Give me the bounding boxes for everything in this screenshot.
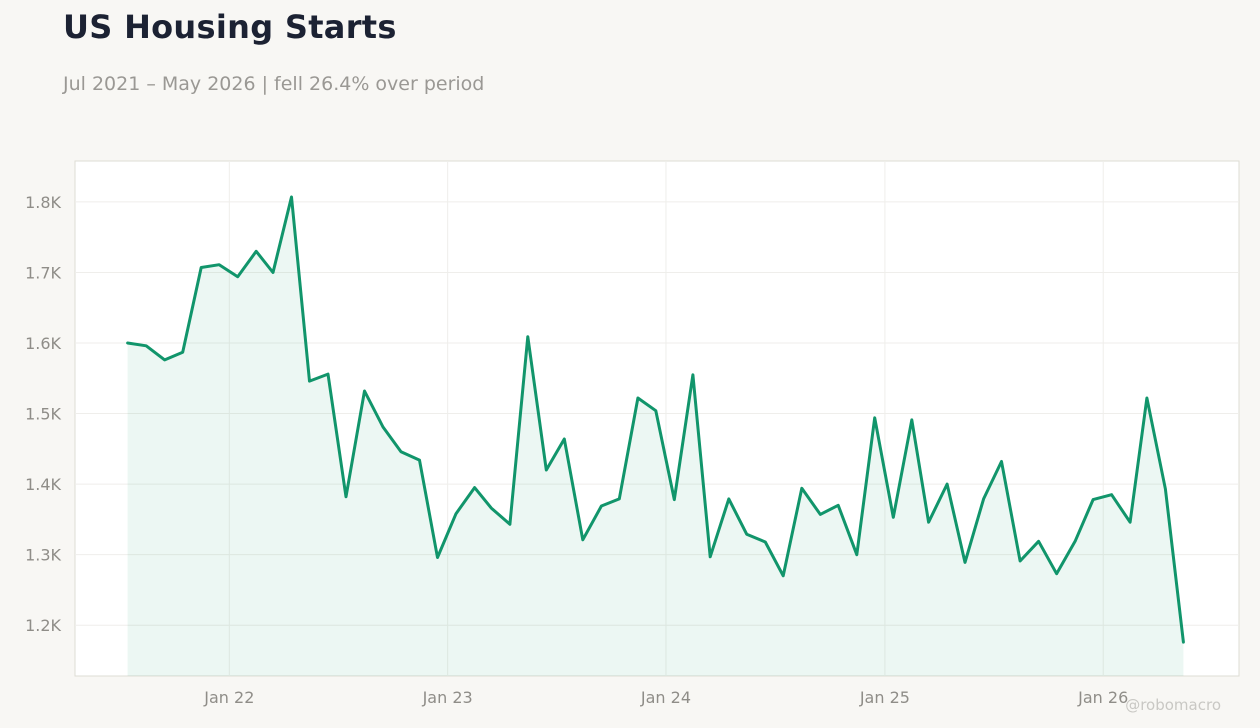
- x-tick-label: Jan 24: [640, 688, 691, 707]
- x-tick-label: Jan 26: [1077, 688, 1128, 707]
- data-point: 2022-08: 1532: [362, 388, 368, 394]
- data-point: 2021-12: 1711: [216, 262, 222, 268]
- data-point: 2024-04: 1379: [726, 496, 732, 502]
- data-point: 2024-01: 1378: [671, 497, 677, 503]
- data-point: 2024-10: 1370: [835, 502, 841, 508]
- data-point: 2026-01: 1385: [1109, 492, 1115, 498]
- data-point: 2024-08: 1394: [799, 485, 805, 491]
- data-point: 2022-10: 1446: [398, 449, 404, 455]
- data-point: 2022-07: 1382: [343, 494, 349, 500]
- data-point: 2023-10: 1379: [616, 496, 622, 502]
- data-point: 2023-12: 1504: [653, 408, 659, 414]
- data-point: 2022-01: 1694: [235, 274, 241, 280]
- data-point: 2023-04: 1343: [507, 521, 513, 527]
- data-point: 2022-06: 1556: [325, 371, 331, 377]
- data-point: 2024-02: 1555: [690, 372, 696, 378]
- data-point: 2025-12: 1378: [1090, 497, 1096, 503]
- data-point: 2022-09: 1481: [380, 424, 386, 430]
- series-line: [126, 195, 1185, 644]
- y-tick-label: 1.3K: [25, 546, 61, 565]
- y-tick-label: 1.5K: [25, 405, 61, 424]
- data-point: 2023-07: 1464: [561, 436, 567, 442]
- data-point: 2026-02: 1346: [1127, 519, 1133, 525]
- x-tick-label: Jan 23: [422, 688, 473, 707]
- data-point: 2025-07: 1432: [999, 459, 1005, 465]
- y-tick-label: 1.6K: [25, 334, 61, 353]
- x-tick-label: Jan 22: [203, 688, 254, 707]
- data-point: 2025-11: 1319: [1072, 538, 1078, 544]
- axes: 1.2K 1.3K 1.4K 1.5K 1.6K 1.7K 1.8K Jan 22 Jan 23…: [25, 193, 1128, 707]
- data-point: 2025-09: 1319: [1036, 538, 1042, 544]
- data-point: 2025-08: 1291: [1017, 558, 1023, 564]
- data-point: 2025-10: 1273: [1054, 571, 1060, 577]
- y-tick-label: 1.8K: [25, 193, 61, 212]
- chart-title: US Housing Starts: [63, 8, 397, 46]
- data-point: 2023-11: 1522: [635, 395, 641, 401]
- data-point: 2022-05: 1546: [307, 378, 313, 384]
- data-point: 2021-11: 1707: [198, 265, 204, 271]
- data-point: 2025-03: 1346: [926, 519, 932, 525]
- data-point: 2025-04: 1400: [944, 481, 950, 487]
- y-tick-label: 1.7K: [25, 263, 61, 282]
- data-point: 2022-12: 1296: [435, 555, 441, 561]
- data-point: 2026-05: 1176: [1180, 639, 1186, 645]
- data-point: 2023-06: 1420: [543, 467, 549, 473]
- area-fill: [127, 197, 1184, 676]
- chart-subtitle: Jul 2021 – May 2026 | fell 26.4% over pe…: [63, 73, 485, 95]
- watermark-text: @robomacro: [1125, 696, 1221, 714]
- data-point: 2022-02: 1730: [253, 248, 259, 254]
- data-point: 2022-04: 1807: [289, 194, 295, 200]
- data-point: 2024-03: 1297: [707, 554, 713, 560]
- data-point: 2021-07: 1600: [125, 340, 131, 346]
- x-tick-label: Jan 25: [859, 688, 910, 707]
- data-point: 2025-02: 1491: [909, 417, 915, 423]
- data-point: 2021-10: 1587: [180, 349, 186, 355]
- data-point: 2023-08: 1321: [580, 537, 586, 543]
- data-point: 2025-05: 1289: [962, 559, 968, 565]
- data-point: 2023-01: 1358: [453, 511, 459, 517]
- data-point: 2024-11: 1300: [854, 552, 860, 558]
- data-point: 2023-05: 1609: [525, 334, 531, 340]
- data-point: 2024-05: 1329: [744, 531, 750, 537]
- data-point: 2026-04: 1393: [1162, 486, 1168, 492]
- y-tick-label: 1.4K: [25, 475, 61, 494]
- data-point: 2022-11: 1434: [417, 457, 423, 463]
- data-point: 2021-09: 1576: [162, 357, 168, 363]
- data-point: 2025-01: 1353: [890, 514, 896, 520]
- data-point: 2024-06: 1318: [762, 539, 768, 545]
- data-point: 2024-09: 1357: [817, 511, 823, 517]
- data-point: 2023-02: 1395: [472, 485, 478, 491]
- y-tick-label: 1.2K: [25, 616, 61, 635]
- data-point: 2024-07: 1270: [780, 573, 786, 579]
- data-point: 2026-03: 1522: [1144, 395, 1150, 401]
- data-point: 2021-08: 1596: [143, 343, 149, 349]
- data-point: 2022-03: 1700: [270, 270, 276, 276]
- data-point: 2023-03: 1366: [488, 505, 494, 511]
- data-point: 2023-09: 1369: [598, 503, 604, 509]
- data-point: 2024-12: 1494: [872, 415, 878, 421]
- data-point: 2025-06: 1379: [981, 496, 987, 502]
